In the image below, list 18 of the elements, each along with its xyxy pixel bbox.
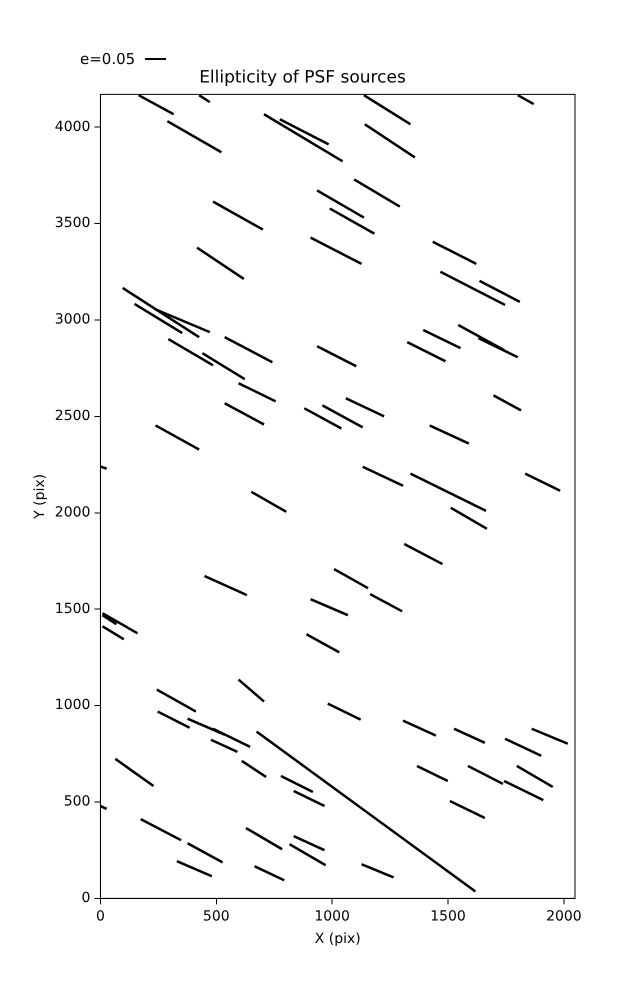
y-tick-label: 4000 <box>54 118 90 135</box>
y-axis-title: Y (pix) <box>32 474 48 520</box>
x-tick-label: 2000 <box>546 908 582 924</box>
y-tick-label: 2500 <box>54 408 90 424</box>
y-tick-label: 500 <box>64 794 90 810</box>
y-tick-label: 0 <box>82 890 90 906</box>
x-tick-label: 1000 <box>314 908 350 924</box>
x-tick-label: 0 <box>96 908 105 924</box>
y-tick-label: 1000 <box>54 697 90 714</box>
chart-title: Ellipticity of PSF sources <box>199 68 406 88</box>
y-tick-label: 2000 <box>54 504 90 520</box>
x-axis-title: X (pix) <box>314 931 361 948</box>
y-tick-label: 1500 <box>54 600 90 617</box>
x-tick-label: 1500 <box>430 908 466 924</box>
y-tick-label: 3500 <box>54 215 90 232</box>
y-tick-label: 3000 <box>54 312 90 328</box>
x-tick-label: 500 <box>202 908 230 924</box>
text: e=0.05 <box>80 50 136 68</box>
